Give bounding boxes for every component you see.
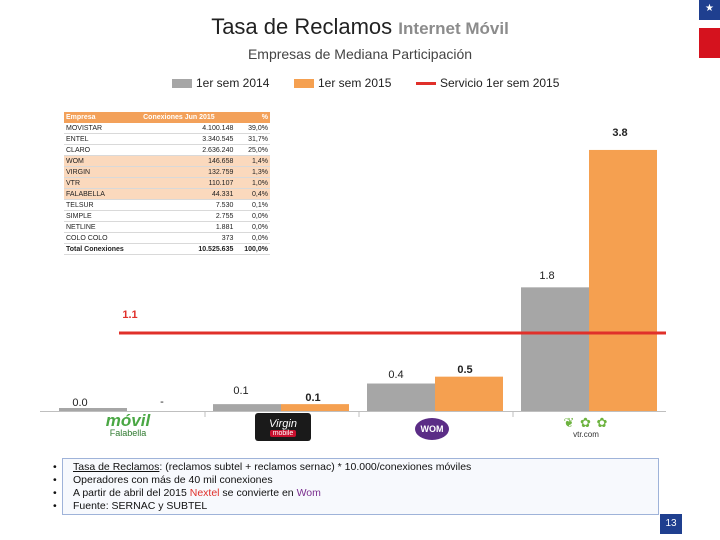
table-cell-empresa: CLARO bbox=[64, 144, 142, 156]
table-row: ENTEL 3.340.545 31,7% bbox=[64, 133, 270, 145]
table-header-pct: % bbox=[235, 112, 270, 123]
table-total-pct: 100,0% bbox=[235, 243, 270, 255]
table-cell-conexiones: 110.107 bbox=[141, 177, 236, 189]
table-cell-conexiones: 44.331 bbox=[141, 188, 236, 200]
table-cell-conexiones: 1.881 bbox=[141, 221, 236, 233]
table-cell-conexiones: 2.636.240 bbox=[141, 144, 236, 156]
table-row: COLO COLO 373 0,0% bbox=[64, 232, 270, 244]
table-row: FALABELLA 44.331 0,4% bbox=[64, 188, 270, 200]
table-cell-empresa: TELSUR bbox=[64, 199, 142, 211]
falabella-logo: móvil Falabella bbox=[105, 410, 151, 438]
table-cell-conexiones: 7.530 bbox=[141, 199, 236, 211]
table-cell-pct: 1,4% bbox=[235, 155, 270, 167]
page-number: 13 bbox=[660, 514, 682, 534]
reference-line-label: 1.1 bbox=[122, 309, 137, 321]
table-cell-pct: 25,0% bbox=[235, 144, 270, 156]
table-cell-empresa: COLO COLO bbox=[64, 232, 142, 244]
table-cell-pct: 39,0% bbox=[235, 123, 270, 134]
table-header-conexiones: Conexiones Jun 2015 bbox=[141, 112, 236, 123]
table-cell-pct: 0,0% bbox=[235, 221, 270, 233]
bar-2015-wom bbox=[435, 376, 503, 411]
bar-2014-virgin bbox=[213, 404, 281, 411]
bar-2014-vtr bbox=[521, 287, 589, 411]
title-main: Tasa de Reclamos bbox=[211, 14, 393, 39]
table-cell-pct: 1,0% bbox=[235, 177, 270, 189]
table-cell-pct: 0,1% bbox=[235, 199, 270, 211]
table-cell-empresa: ENTEL bbox=[64, 133, 142, 145]
bar-2015-vtr bbox=[589, 149, 657, 411]
table-cell-conexiones: 146.658 bbox=[141, 155, 236, 167]
virgin-mobile-logo: Virgin mobile bbox=[255, 413, 311, 441]
wom-logo: WOM bbox=[415, 418, 449, 440]
table-header-row: Empresa Conexiones Jun 2015 % bbox=[64, 112, 270, 123]
table-row: SIMPLE 2.755 0,0% bbox=[64, 210, 270, 222]
note-3: • A partir de abril del 2015 Nextel se c… bbox=[53, 487, 321, 499]
table-cell-conexiones: 373 bbox=[141, 232, 236, 244]
note-2: • Operadores con más de 40 mil conexione… bbox=[53, 474, 273, 486]
table-cell-empresa: WOM bbox=[64, 155, 142, 167]
table-cell-empresa: SIMPLE bbox=[64, 210, 142, 222]
table-cell-pct: 31,7% bbox=[235, 133, 270, 145]
table-row: VTR 110.107 1,0% bbox=[64, 177, 270, 189]
vtr-logo: ❦ ✿ ✿ vtr.com bbox=[563, 414, 609, 439]
table-row: TELSUR 7.530 0,1% bbox=[64, 199, 270, 211]
table-total-row: Total Conexiones 10.525.635 100,0% bbox=[64, 243, 270, 255]
bar-2015-virgin bbox=[281, 404, 349, 411]
legend-item-2015: 1er sem 2015 bbox=[294, 76, 391, 90]
table-cell-empresa: VTR bbox=[64, 177, 142, 189]
data-label-2014-virgin: 0.1 bbox=[233, 385, 248, 397]
table-cell-empresa: VIRGIN bbox=[64, 166, 142, 178]
legend-item-service: Servicio 1er sem 2015 bbox=[416, 76, 559, 90]
data-label-2014-falabella: 0.0 bbox=[72, 397, 87, 409]
data-label-2015-wom: 0.5 bbox=[457, 364, 472, 376]
note-1: • Tasa de Reclamos: (reclamos subtel + r… bbox=[53, 461, 472, 473]
table-cell-pct: 0,4% bbox=[235, 188, 270, 200]
table-cell-empresa: MOVISTAR bbox=[64, 123, 142, 134]
data-label-2015-falabella: - bbox=[160, 396, 164, 408]
bar-2014-falabella bbox=[59, 408, 127, 411]
table-cell-conexiones: 2.755 bbox=[141, 210, 236, 222]
title-accent: Internet Móvil bbox=[398, 19, 509, 38]
table-total-conexiones: 10.525.635 bbox=[141, 243, 236, 255]
connections-table: Empresa Conexiones Jun 2015 % MOVISTAR 4.… bbox=[64, 112, 270, 255]
data-label-2015-vtr: 3.8 bbox=[612, 127, 627, 139]
notes-box: • Tasa de Reclamos: (reclamos subtel + r… bbox=[53, 458, 659, 515]
table-row: CLARO 2.636.240 25,0% bbox=[64, 144, 270, 156]
page-subtitle: Empresas de Mediana Participación bbox=[247, 46, 473, 62]
table-row: VIRGIN 132.759 1,3% bbox=[64, 166, 270, 178]
data-label-2014-wom: 0.4 bbox=[388, 369, 403, 381]
table-row: WOM 146.658 1,4% bbox=[64, 155, 270, 167]
bar-2014-wom bbox=[367, 383, 435, 411]
table-cell-pct: 1,3% bbox=[235, 166, 270, 178]
data-label-2015-virgin: 0.1 bbox=[305, 392, 320, 404]
data-label-2014-vtr: 1.8 bbox=[539, 270, 554, 282]
table-cell-conexiones: 3.340.545 bbox=[141, 133, 236, 145]
table-cell-conexiones: 4.100.148 bbox=[141, 123, 236, 134]
table-cell-conexiones: 132.759 bbox=[141, 166, 236, 178]
table-total-name: Total Conexiones bbox=[64, 243, 142, 255]
legend-item-2014: 1er sem 2014 bbox=[172, 76, 269, 90]
table-row: NETLINE 1.881 0,0% bbox=[64, 221, 270, 233]
table-cell-pct: 0,0% bbox=[235, 232, 270, 244]
table-cell-empresa: FALABELLA bbox=[64, 188, 142, 200]
chile-flag-icon: ★ bbox=[699, 0, 720, 58]
note-4: • Fuente: SERNAC y SUBTEL bbox=[53, 500, 208, 512]
table-cell-empresa: NETLINE bbox=[64, 221, 142, 233]
table-row: MOVISTAR 4.100.148 39,0% bbox=[64, 123, 270, 134]
table-cell-pct: 0,0% bbox=[235, 210, 270, 222]
page-title: Tasa de Reclamos Internet Móvil bbox=[0, 14, 720, 40]
table-header-empresa: Empresa bbox=[64, 112, 142, 123]
